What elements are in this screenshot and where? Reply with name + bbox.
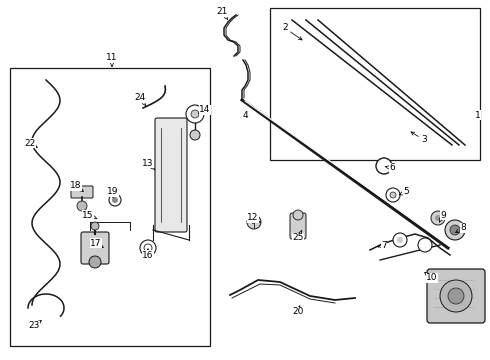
Circle shape (109, 194, 121, 206)
Text: 7: 7 (378, 240, 387, 249)
Circle shape (140, 240, 156, 256)
Text: 11: 11 (106, 54, 118, 66)
Circle shape (247, 215, 261, 229)
Text: 12: 12 (247, 213, 259, 223)
Text: 4: 4 (242, 111, 248, 120)
Text: 24: 24 (134, 94, 146, 105)
Text: 9: 9 (439, 211, 446, 222)
Circle shape (89, 256, 101, 268)
Circle shape (91, 222, 99, 230)
Circle shape (376, 158, 392, 174)
Text: 25: 25 (293, 230, 304, 243)
Text: 18: 18 (70, 181, 83, 192)
Circle shape (435, 215, 441, 221)
FancyBboxPatch shape (290, 213, 306, 239)
Bar (270, 8, 480, 160)
Circle shape (390, 192, 396, 198)
Circle shape (190, 130, 200, 140)
Circle shape (77, 201, 87, 211)
Text: 13: 13 (142, 158, 155, 170)
Circle shape (191, 110, 199, 118)
Text: 6: 6 (386, 163, 395, 172)
Text: 10: 10 (425, 273, 438, 283)
Bar (10, 68, 210, 346)
Text: 8: 8 (456, 224, 466, 233)
Circle shape (186, 105, 204, 123)
Text: 1: 1 (475, 111, 481, 120)
FancyBboxPatch shape (155, 118, 187, 232)
Text: 23: 23 (28, 320, 41, 330)
FancyBboxPatch shape (81, 232, 109, 264)
Text: 17: 17 (90, 238, 103, 248)
Circle shape (144, 244, 152, 252)
Circle shape (397, 237, 403, 243)
FancyBboxPatch shape (427, 269, 485, 323)
Circle shape (431, 211, 445, 225)
Text: 2: 2 (282, 23, 302, 40)
Circle shape (393, 233, 407, 247)
Text: 5: 5 (399, 188, 409, 197)
Circle shape (445, 220, 465, 240)
Circle shape (418, 238, 432, 252)
Text: 21: 21 (216, 8, 228, 19)
Circle shape (440, 280, 472, 312)
Circle shape (448, 288, 464, 304)
Circle shape (450, 225, 460, 235)
Text: 14: 14 (198, 105, 211, 114)
Circle shape (386, 188, 400, 202)
Text: 22: 22 (24, 139, 37, 148)
Text: 3: 3 (411, 132, 427, 144)
Circle shape (293, 210, 303, 220)
Text: 15: 15 (82, 211, 97, 220)
Text: 16: 16 (142, 249, 154, 260)
Text: 20: 20 (293, 306, 304, 316)
FancyBboxPatch shape (71, 186, 93, 198)
Circle shape (112, 197, 118, 203)
Text: 19: 19 (107, 188, 119, 197)
